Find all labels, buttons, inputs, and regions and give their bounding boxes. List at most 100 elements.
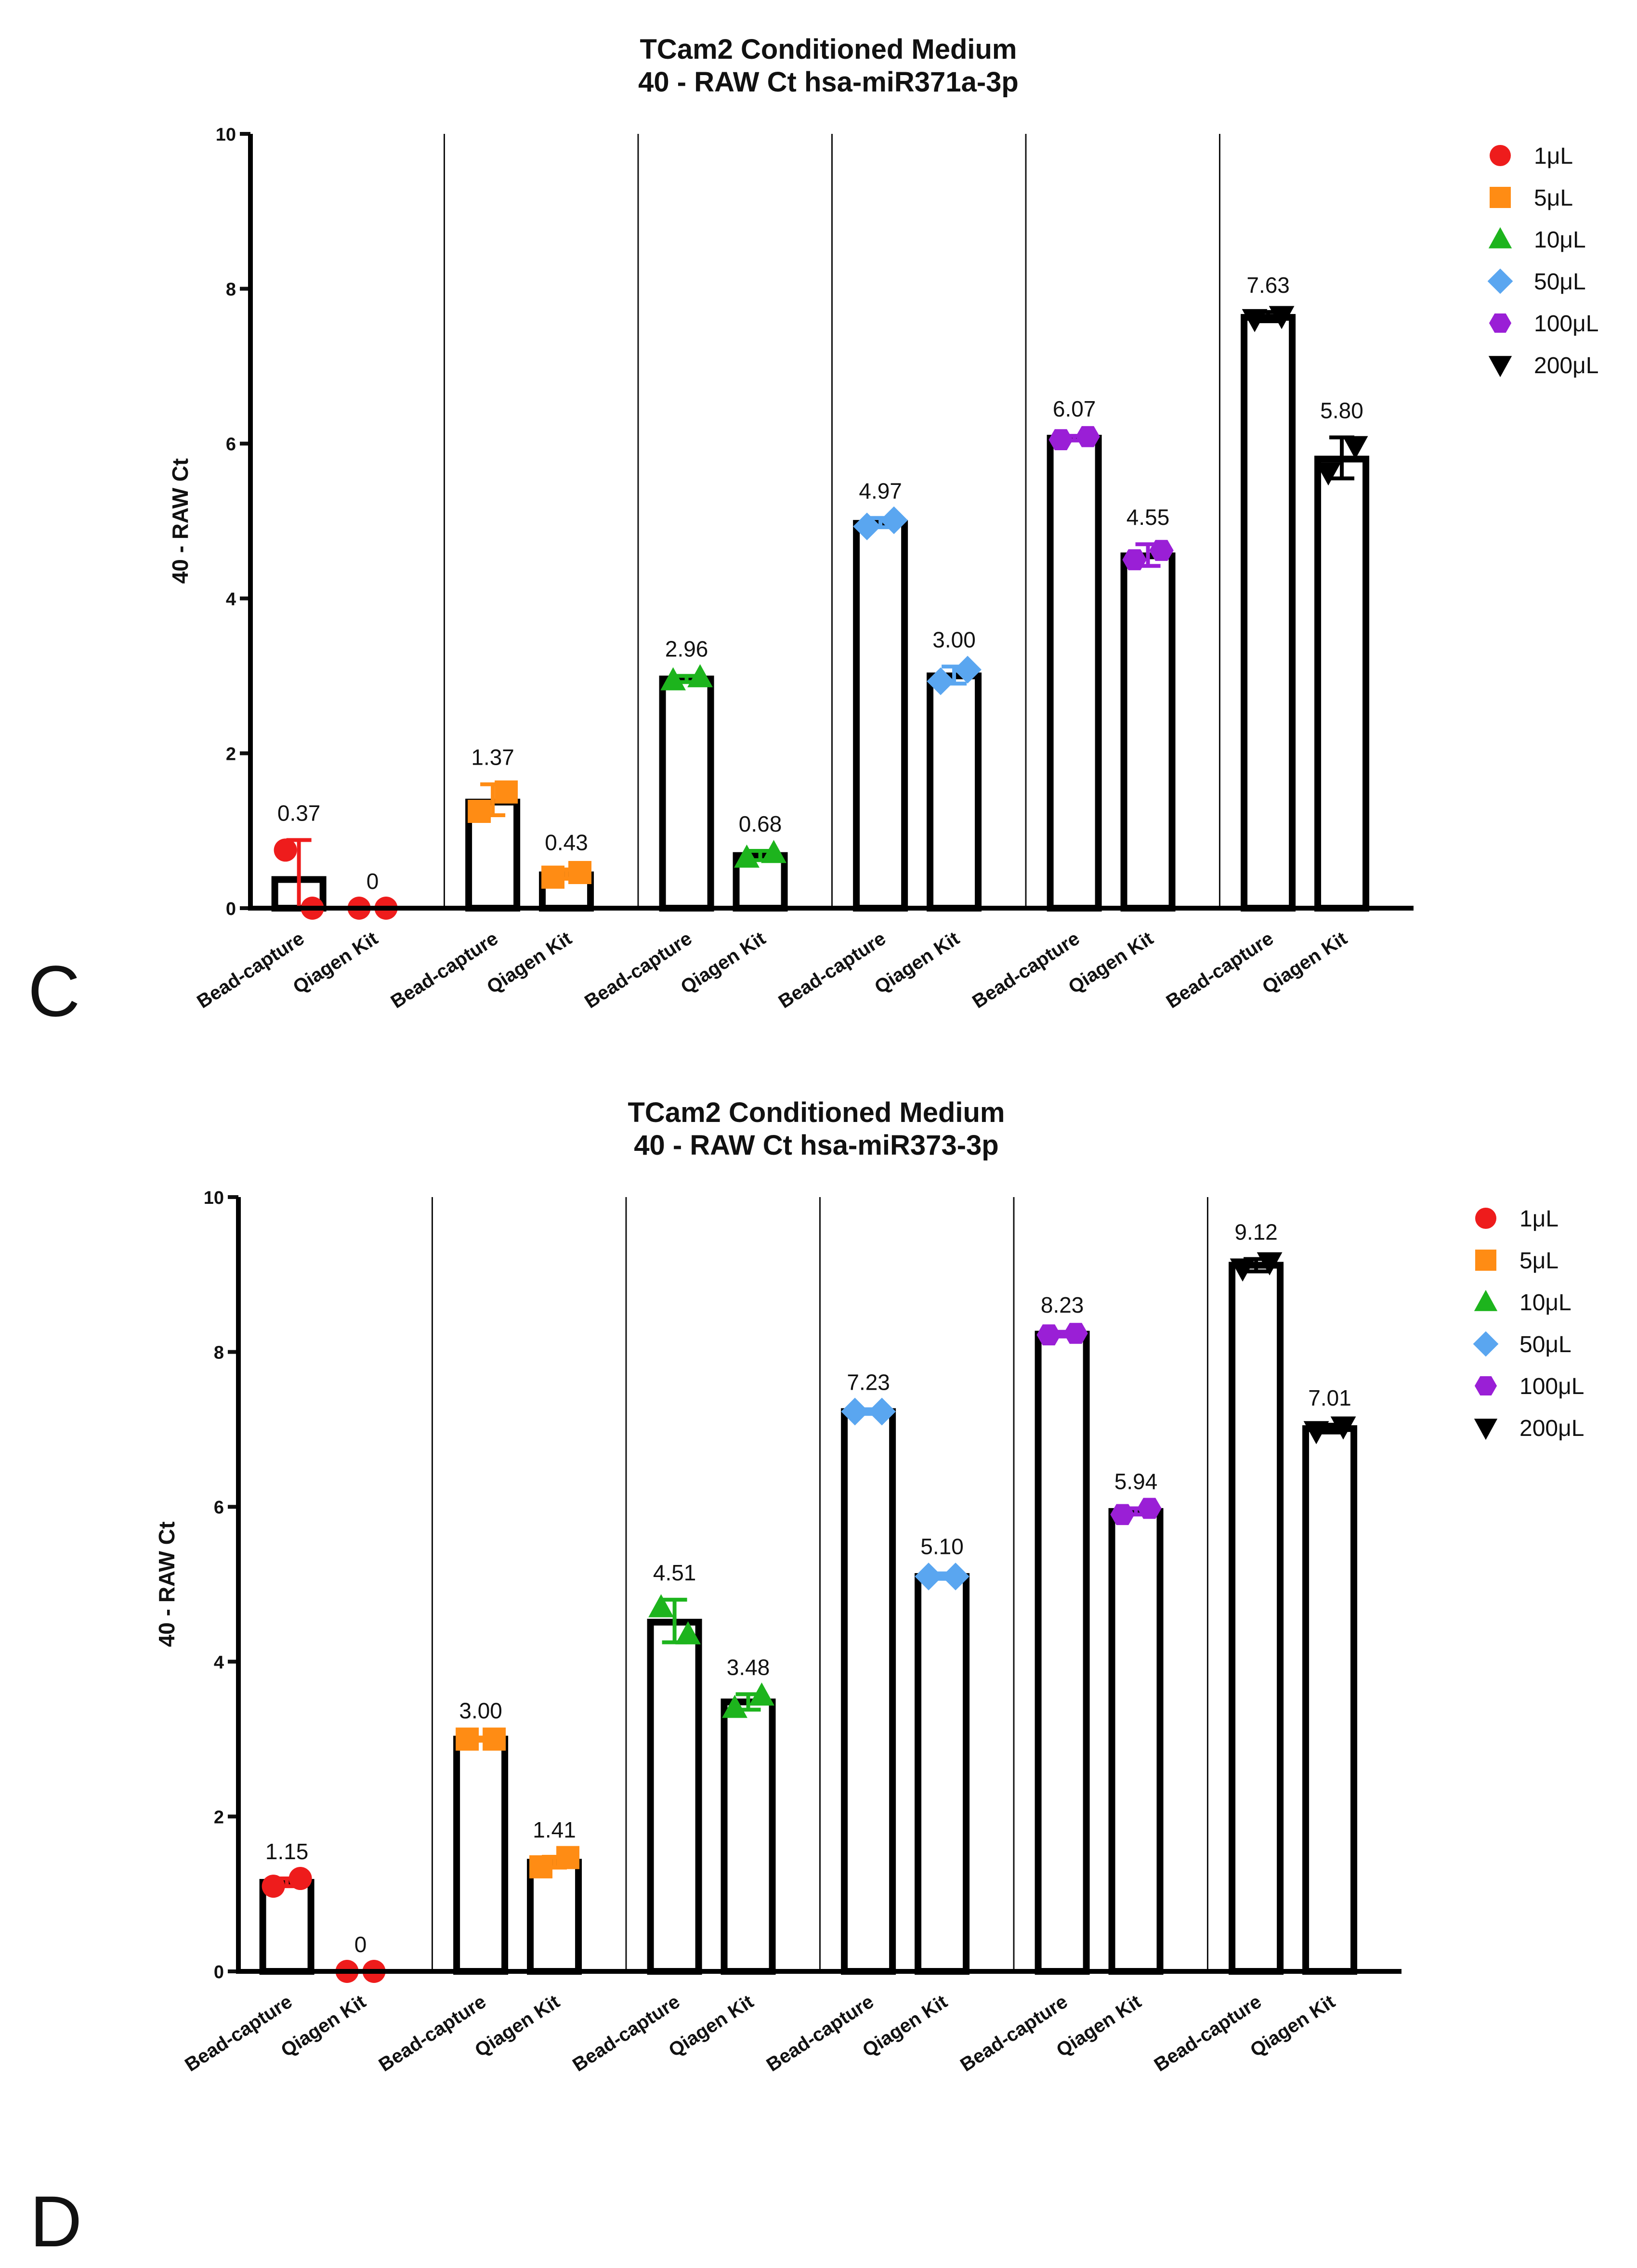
x-tick-label: Bead-capture — [1163, 928, 1277, 1013]
data-point — [675, 1621, 701, 1644]
bar — [1229, 1262, 1284, 1975]
bar — [453, 1735, 509, 1975]
legend-label: 200μL — [1534, 353, 1598, 378]
data-point — [687, 664, 713, 688]
data-label: 4.97 — [859, 479, 902, 504]
data-point — [529, 1855, 553, 1878]
data-point — [495, 780, 518, 804]
legend-label: 5μL — [1534, 185, 1573, 211]
x-tick-label: Bead-capture — [1151, 1991, 1265, 2076]
data-point — [1303, 1421, 1329, 1445]
data-point — [1137, 1498, 1162, 1519]
data-point — [288, 1867, 312, 1890]
bar — [659, 676, 714, 912]
bar — [853, 520, 908, 912]
data-point — [1036, 1324, 1061, 1345]
data-label: 6.07 — [1053, 396, 1096, 421]
chart-title: TCam2 Conditioned Medium — [640, 34, 1017, 65]
bar — [1241, 314, 1296, 912]
legend-marker — [1475, 1250, 1496, 1271]
data-point — [274, 838, 297, 862]
legend-label: 50μL — [1534, 269, 1586, 295]
legend-marker — [1488, 227, 1512, 248]
chart-title: TCam2 Conditioned Medium — [628, 1097, 1005, 1128]
y-tick-label: 6 — [214, 1498, 224, 1518]
data-point — [1230, 1258, 1256, 1282]
x-tick-label: Bead-capture — [775, 928, 890, 1013]
data-label: 0.68 — [739, 811, 782, 836]
data-point — [1257, 1252, 1283, 1276]
legend-label: 5μL — [1519, 1248, 1558, 1274]
bar — [720, 1698, 776, 1975]
legend-label: 100μL — [1519, 1374, 1584, 1399]
data-label: 3.00 — [932, 627, 976, 652]
bar — [841, 1408, 896, 1975]
bar — [1047, 434, 1102, 912]
chart-subtitle: 40 - RAW Ct hsa-miR371a-3p — [638, 66, 1019, 98]
y-tick-label: 2 — [214, 1807, 224, 1827]
data-label: 2.96 — [665, 637, 708, 662]
x-tick-label: Bead-capture — [387, 928, 502, 1013]
y-tick-label: 10 — [204, 1188, 224, 1208]
legend: 1μL 5μL 10μL 50μL 100μL 200μL — [1473, 1206, 1584, 1441]
data-point — [915, 1563, 943, 1590]
chart-subtitle: 40 - RAW Ct hsa-miR373-3p — [634, 1130, 998, 1161]
data-point — [483, 1727, 506, 1751]
data-label: 1.37 — [471, 745, 514, 770]
legend-marker — [1474, 1419, 1498, 1440]
y-axis-label: 40 - RAW Ct — [154, 1522, 179, 1647]
legend-marker — [1475, 1208, 1496, 1229]
data-point — [556, 1846, 580, 1869]
x-tick-label: Bead-capture — [763, 1991, 877, 2076]
legend: 1μL 5μL 10μL 50μL 100μL 200μL — [1487, 143, 1598, 378]
legend-label: 1μL — [1534, 143, 1573, 169]
data-point — [468, 800, 491, 823]
legend-label: 100μL — [1534, 311, 1598, 337]
data-label: 4.55 — [1126, 505, 1170, 530]
data-point — [853, 512, 881, 541]
y-tick-label: 0 — [226, 899, 236, 919]
data-label: 0.43 — [545, 830, 588, 855]
legend-label: 10μL — [1534, 227, 1586, 253]
data-point — [1110, 1504, 1135, 1525]
data-point — [1269, 306, 1295, 329]
data-label: 7.01 — [1308, 1385, 1351, 1410]
data-point — [1242, 309, 1268, 332]
data-label: 5.94 — [1114, 1469, 1158, 1494]
bar — [1314, 456, 1370, 912]
legend-label: 1μL — [1519, 1206, 1558, 1232]
data-point — [1330, 1416, 1356, 1440]
data-label: 8.23 — [1041, 1292, 1084, 1317]
data-label: 0.37 — [277, 800, 321, 825]
legend-marker — [1490, 187, 1511, 208]
y-tick-label: 8 — [214, 1343, 224, 1363]
y-tick-label: 0 — [214, 1962, 224, 1982]
data-point — [1122, 549, 1147, 571]
data-point — [868, 1397, 896, 1426]
x-tick-label: Bead-capture — [969, 928, 1083, 1013]
x-tick-label: Bead-capture — [375, 1991, 490, 2076]
data-label: 4.51 — [653, 1560, 696, 1585]
data-label: 3.00 — [459, 1698, 502, 1723]
x-tick-label: Bead-capture — [569, 1991, 683, 2076]
data-point — [749, 1682, 774, 1706]
data-label: 7.23 — [847, 1370, 890, 1395]
data-point — [568, 861, 592, 885]
data-label: 1.15 — [265, 1839, 309, 1864]
y-tick-label: 2 — [226, 744, 236, 764]
data-label: 1.41 — [533, 1817, 576, 1842]
data-point — [1315, 462, 1341, 486]
data-point — [660, 667, 686, 691]
x-tick-label: Bead-capture — [181, 1991, 296, 2076]
data-point — [734, 844, 760, 868]
data-label: 0 — [367, 869, 379, 894]
data-point — [761, 840, 786, 863]
y-tick-label: 8 — [226, 280, 236, 300]
legend-label: 50μL — [1519, 1332, 1572, 1357]
bar — [1108, 1508, 1164, 1975]
data-label: 7.63 — [1246, 273, 1290, 298]
legend-label: 10μL — [1519, 1290, 1572, 1316]
